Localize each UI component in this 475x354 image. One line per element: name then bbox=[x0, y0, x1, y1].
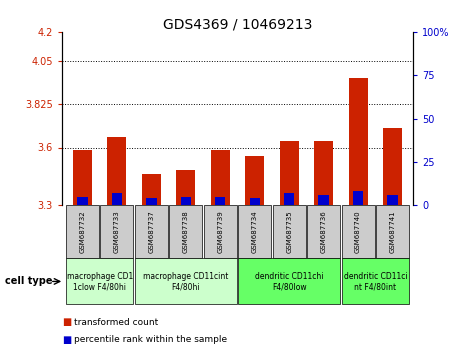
Bar bbox=[342, 258, 409, 304]
Bar bbox=[66, 205, 99, 258]
Text: percentile rank within the sample: percentile rank within the sample bbox=[74, 335, 227, 344]
Text: transformed count: transformed count bbox=[74, 318, 158, 327]
Bar bbox=[249, 198, 260, 205]
Bar bbox=[215, 197, 226, 205]
Bar bbox=[318, 195, 329, 205]
Text: dendritic CD11ci
nt F4/80int: dendritic CD11ci nt F4/80int bbox=[343, 272, 407, 291]
Text: macrophage CD11cint
F4/80hi: macrophage CD11cint F4/80hi bbox=[143, 272, 228, 291]
Bar bbox=[314, 141, 333, 205]
Text: cell type: cell type bbox=[5, 276, 52, 286]
Bar bbox=[142, 175, 161, 205]
Bar bbox=[180, 197, 191, 205]
Bar bbox=[204, 205, 237, 258]
Bar bbox=[245, 156, 264, 205]
Text: GSM687732: GSM687732 bbox=[79, 211, 86, 253]
Bar bbox=[238, 205, 271, 258]
Bar bbox=[238, 258, 340, 304]
Text: GSM687734: GSM687734 bbox=[252, 211, 258, 253]
Bar bbox=[100, 205, 133, 258]
Bar bbox=[73, 150, 92, 205]
Bar bbox=[349, 78, 368, 205]
Text: GSM687736: GSM687736 bbox=[321, 211, 327, 253]
Text: GSM687733: GSM687733 bbox=[114, 211, 120, 253]
Text: GSM687738: GSM687738 bbox=[183, 211, 189, 253]
Bar bbox=[280, 141, 299, 205]
Text: GSM687740: GSM687740 bbox=[355, 211, 361, 253]
Bar bbox=[107, 137, 126, 205]
Bar bbox=[135, 258, 237, 304]
Text: ■: ■ bbox=[62, 317, 71, 327]
Bar bbox=[66, 258, 133, 304]
Bar bbox=[342, 205, 375, 258]
Bar bbox=[376, 205, 409, 258]
Bar bbox=[169, 205, 202, 258]
Bar bbox=[176, 170, 195, 205]
Bar bbox=[307, 205, 340, 258]
Bar bbox=[112, 193, 122, 205]
Bar bbox=[284, 193, 294, 205]
Text: GSM687741: GSM687741 bbox=[390, 211, 396, 253]
Text: ■: ■ bbox=[62, 335, 71, 345]
Text: GSM687735: GSM687735 bbox=[286, 211, 292, 253]
Bar bbox=[273, 205, 306, 258]
Bar bbox=[77, 197, 88, 205]
Text: GDS4369 / 10469213: GDS4369 / 10469213 bbox=[163, 18, 312, 32]
Bar bbox=[387, 195, 398, 205]
Bar bbox=[146, 198, 157, 205]
Text: GSM687739: GSM687739 bbox=[217, 211, 223, 253]
Bar bbox=[383, 128, 402, 205]
Text: GSM687737: GSM687737 bbox=[148, 211, 154, 253]
Bar bbox=[353, 192, 363, 205]
Text: dendritic CD11chi
F4/80low: dendritic CD11chi F4/80low bbox=[255, 272, 323, 291]
Text: macrophage CD1
1clow F4/80hi: macrophage CD1 1clow F4/80hi bbox=[66, 272, 133, 291]
Bar bbox=[135, 205, 168, 258]
Bar bbox=[211, 150, 230, 205]
